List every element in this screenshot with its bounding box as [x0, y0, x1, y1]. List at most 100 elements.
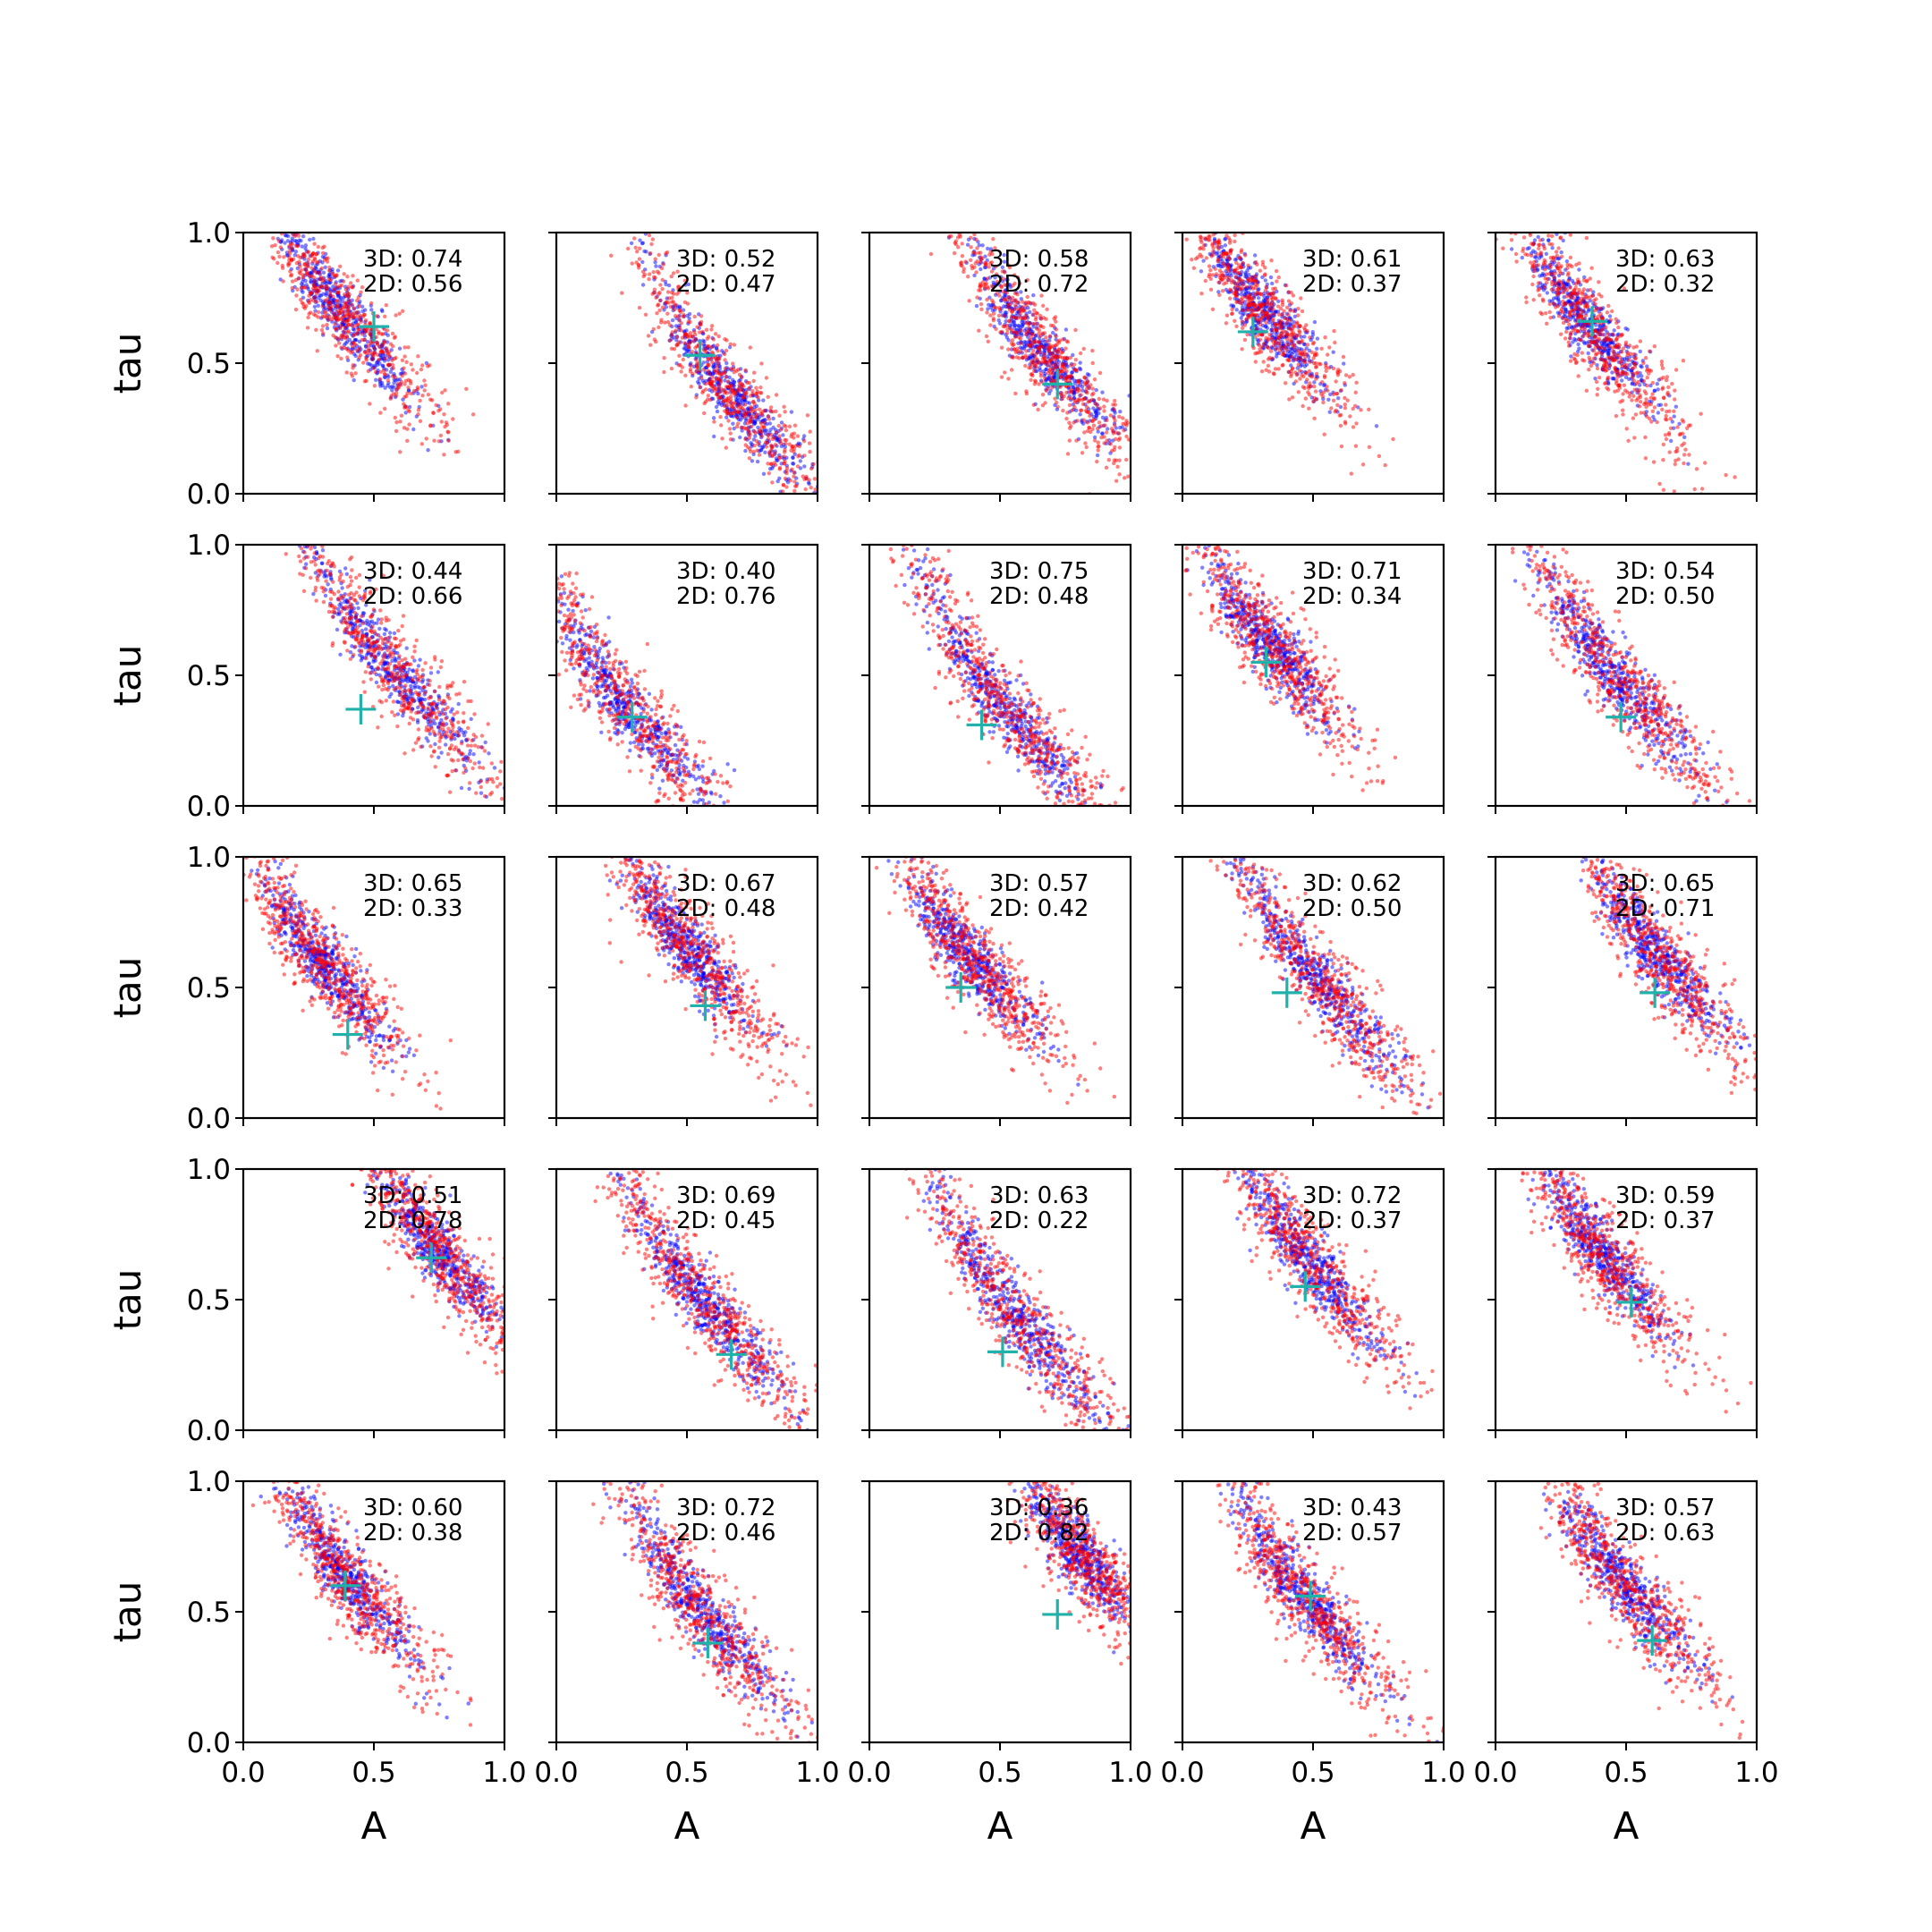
point-2d [973, 261, 978, 266]
point-2d [1275, 304, 1281, 309]
point-2d [1383, 462, 1387, 468]
point-2d [1607, 363, 1613, 368]
point-2d [1305, 377, 1309, 382]
point-2d [1238, 256, 1242, 260]
point-2d [1076, 379, 1080, 384]
point-2d [1226, 265, 1231, 270]
point-2d [366, 343, 370, 348]
point-2d [1343, 406, 1348, 411]
true-value-marker [359, 311, 389, 343]
point-2d [704, 327, 709, 332]
point-3d [293, 250, 299, 254]
point-2d [783, 459, 787, 463]
point-3d [1028, 309, 1032, 315]
point-2d [784, 485, 789, 489]
point-2d [1297, 369, 1302, 373]
point-2d [1220, 289, 1225, 293]
point-2d [288, 269, 292, 274]
point-2d [1082, 430, 1087, 435]
point-2d [1191, 266, 1197, 270]
point-2d [755, 448, 759, 453]
point-2d [300, 285, 304, 290]
point-2d [1217, 292, 1222, 297]
point-3d [1533, 221, 1537, 225]
point-2d [1253, 285, 1258, 290]
point-3d [369, 308, 374, 312]
point-2d [303, 285, 308, 290]
point-2d [1233, 233, 1237, 238]
point-2d [360, 337, 365, 343]
scatter-points [1184, 222, 1395, 476]
point-2d [1254, 279, 1258, 284]
point-2d [318, 270, 322, 275]
point-2d [345, 275, 350, 279]
point-2d [960, 242, 964, 246]
point-3d [339, 295, 343, 301]
point-3d [1547, 299, 1552, 303]
point-2d [298, 264, 302, 269]
point-2d [1319, 346, 1324, 351]
point-2d [1096, 445, 1100, 449]
point-2d [795, 464, 801, 469]
point-2d [1699, 487, 1705, 491]
point-2d [1560, 254, 1564, 259]
point-2d [991, 311, 996, 316]
point-2d [1041, 325, 1046, 329]
point-2d [1299, 340, 1304, 344]
point-2d [320, 304, 325, 309]
point-2d [1040, 344, 1046, 349]
point-2d [416, 408, 421, 412]
point-2d [754, 386, 758, 390]
point-2d [1245, 308, 1250, 312]
point-2d [626, 222, 630, 225]
point-2d [270, 225, 274, 228]
point-2d [297, 275, 301, 281]
point-3d [1095, 453, 1100, 458]
point-2d [1031, 333, 1036, 337]
point-2d [1049, 376, 1054, 380]
point-2d [1090, 348, 1095, 353]
point-2d [315, 300, 319, 304]
point-2d [783, 410, 787, 414]
point-2d [1047, 367, 1053, 372]
point-2d [1334, 379, 1338, 384]
point-2d [1067, 420, 1072, 425]
point-2d [1352, 403, 1358, 408]
point-3d [325, 326, 330, 331]
point-2d [633, 245, 638, 250]
point-2d [693, 333, 698, 337]
point-2d [1011, 284, 1015, 288]
point-2d [419, 367, 424, 372]
point-2d [1015, 292, 1020, 297]
point-2d [724, 410, 729, 414]
point-2d [706, 357, 710, 361]
point-3d [365, 339, 370, 344]
point-2d [316, 244, 320, 250]
point-2d [977, 328, 981, 333]
annotation-2d: 2D: 0.37 [1302, 271, 1402, 298]
point-3d [1652, 418, 1657, 422]
point-2d [995, 279, 1000, 284]
point-2d [1239, 265, 1244, 270]
point-2d [304, 303, 309, 309]
point-2d [1331, 392, 1336, 397]
point-2d [784, 441, 788, 446]
point-2d [1054, 327, 1059, 332]
point-2d [758, 421, 764, 426]
point-3d [1210, 222, 1214, 225]
point-2d [1021, 309, 1026, 313]
point-3d [278, 219, 282, 223]
point-3d [386, 358, 391, 362]
point-2d [676, 284, 682, 289]
point-2d [745, 380, 750, 385]
point-3d [768, 428, 773, 432]
point-2d [1241, 283, 1245, 287]
point-2d [1312, 385, 1317, 389]
point-2d [339, 333, 343, 338]
point-2d [1351, 425, 1356, 429]
point-2d [1213, 267, 1217, 271]
point-2d [1224, 251, 1228, 256]
point-3d [1201, 258, 1206, 263]
point-2d [674, 292, 680, 296]
